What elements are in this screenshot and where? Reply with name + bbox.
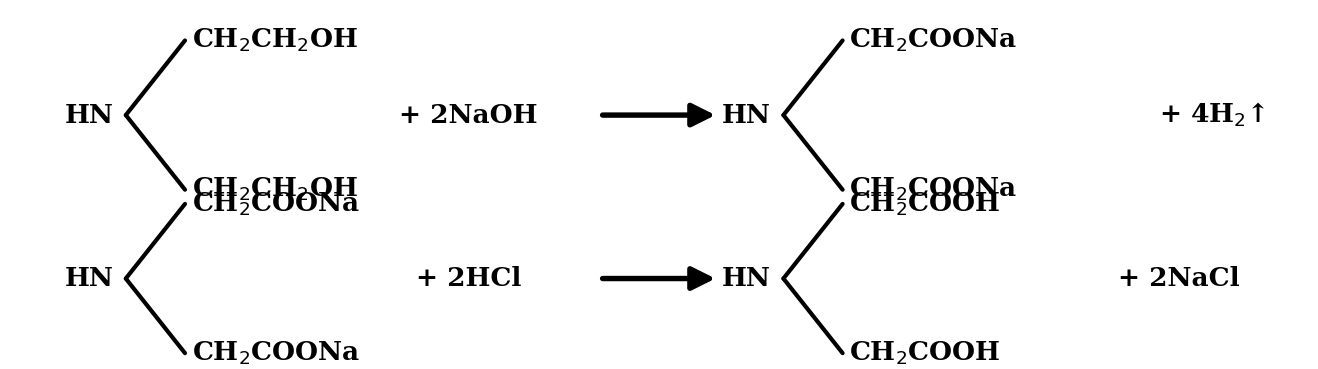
Text: + 2NaOH: + 2NaOH bbox=[399, 103, 538, 128]
Text: CH$_2$COOH: CH$_2$COOH bbox=[849, 190, 1000, 218]
Text: HN: HN bbox=[722, 266, 771, 291]
Text: HN: HN bbox=[65, 103, 113, 128]
Text: CH$_2$CH$_2$OH: CH$_2$CH$_2$OH bbox=[191, 27, 357, 54]
Text: + 2NaCl: + 2NaCl bbox=[1118, 266, 1239, 291]
Text: CH$_2$COONa: CH$_2$COONa bbox=[191, 190, 360, 218]
Text: + 2HCl: + 2HCl bbox=[415, 266, 521, 291]
Text: CH$_2$COONa: CH$_2$COONa bbox=[849, 27, 1017, 54]
Text: HN: HN bbox=[722, 103, 771, 128]
Text: + 4H$_2$↑: + 4H$_2$↑ bbox=[1159, 101, 1264, 130]
Text: CH$_2$COONa: CH$_2$COONa bbox=[849, 176, 1017, 203]
Text: CH$_2$COOH: CH$_2$COOH bbox=[849, 339, 1000, 367]
Text: CH$_2$COONa: CH$_2$COONa bbox=[191, 339, 360, 367]
Text: HN: HN bbox=[65, 266, 113, 291]
Text: CH$_2$CH$_2$OH: CH$_2$CH$_2$OH bbox=[191, 176, 357, 203]
